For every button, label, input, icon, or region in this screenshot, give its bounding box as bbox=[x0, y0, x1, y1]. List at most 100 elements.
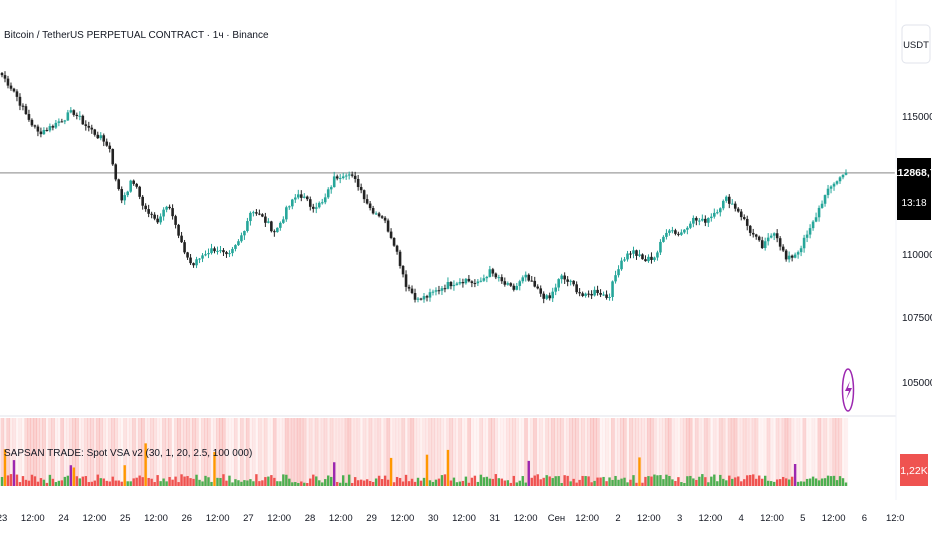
candle-body bbox=[323, 197, 327, 203]
volume-bar bbox=[838, 476, 842, 486]
heat-cell bbox=[422, 418, 427, 486]
heat-cell bbox=[407, 418, 412, 486]
heat-cell bbox=[832, 418, 837, 486]
candle-body bbox=[620, 260, 623, 270]
candle-body bbox=[479, 280, 483, 282]
heat-cell bbox=[230, 418, 235, 486]
heat-cell bbox=[787, 418, 792, 486]
heat-cell bbox=[605, 418, 609, 486]
heat-cell bbox=[536, 418, 540, 486]
volume-bar bbox=[731, 478, 734, 486]
heat-cell bbox=[727, 418, 732, 486]
candle-body bbox=[638, 254, 641, 256]
heat-cell bbox=[652, 418, 657, 486]
heat-cell bbox=[419, 418, 424, 486]
volume-bar bbox=[177, 482, 180, 486]
candle-body bbox=[201, 255, 204, 259]
volume-bar bbox=[288, 478, 291, 486]
candle-body bbox=[772, 233, 776, 236]
heat-cell bbox=[377, 418, 382, 486]
candle-body bbox=[805, 234, 809, 238]
candle-body bbox=[742, 217, 746, 219]
candle-body bbox=[15, 91, 19, 97]
lightning-icon[interactable] bbox=[841, 368, 855, 412]
heat-cell bbox=[694, 418, 699, 486]
candle-body bbox=[808, 228, 812, 235]
heat-cell bbox=[560, 418, 564, 486]
volume-bar bbox=[784, 478, 788, 486]
candle-body bbox=[802, 237, 806, 249]
heat-cell bbox=[233, 418, 238, 486]
time-axis[interactable]: 2312:002412:002512:002612:002712:002812:… bbox=[0, 513, 904, 524]
volume-bar bbox=[315, 476, 318, 486]
volume-bar bbox=[9, 474, 13, 486]
candle-body bbox=[644, 259, 647, 262]
candle-body bbox=[332, 176, 336, 188]
volume-bar bbox=[509, 482, 512, 486]
time-axis-label: 2 bbox=[615, 513, 620, 524]
candle-body bbox=[662, 236, 665, 242]
volume-bar bbox=[578, 479, 581, 486]
heat-cell bbox=[278, 418, 283, 486]
candle-body bbox=[431, 291, 435, 293]
candle-body bbox=[599, 292, 602, 295]
volume-bar bbox=[817, 480, 821, 486]
candle-body bbox=[9, 85, 13, 89]
heat-cell bbox=[664, 418, 669, 486]
candle-body bbox=[736, 208, 740, 212]
volume-bar bbox=[356, 480, 360, 486]
heat-cell bbox=[751, 418, 756, 486]
candle-body bbox=[554, 287, 557, 292]
candle-body bbox=[198, 258, 201, 260]
candle-body bbox=[751, 232, 755, 235]
heat-cell bbox=[620, 418, 624, 486]
volume-bar bbox=[42, 479, 46, 486]
heat-cell bbox=[329, 418, 334, 486]
candle-body bbox=[270, 221, 273, 232]
volume-bar bbox=[401, 481, 405, 486]
heat-cell bbox=[275, 418, 280, 486]
heat-cell bbox=[69, 418, 73, 486]
candle-body bbox=[796, 252, 800, 255]
volume-bar bbox=[153, 482, 156, 486]
candle-body bbox=[659, 241, 662, 253]
volume-bar bbox=[120, 481, 123, 486]
volume-bar bbox=[207, 477, 210, 486]
volume-bar bbox=[174, 476, 177, 486]
heat-cell bbox=[452, 418, 457, 486]
volume-bar bbox=[189, 478, 192, 486]
candle-body bbox=[814, 217, 818, 222]
heat-cell bbox=[799, 418, 804, 486]
candle-body bbox=[216, 250, 219, 252]
candle-body bbox=[605, 294, 608, 298]
heat-cell bbox=[57, 418, 61, 486]
candle-body bbox=[575, 284, 578, 293]
candle-body bbox=[491, 269, 495, 274]
heat-cell bbox=[730, 418, 735, 486]
heat-cell bbox=[147, 418, 151, 486]
heat-cell bbox=[332, 418, 337, 486]
candle-body bbox=[285, 207, 288, 220]
volume-bar bbox=[138, 475, 141, 486]
heat-cell bbox=[195, 418, 199, 486]
volume-bar bbox=[404, 474, 408, 486]
volume-bar bbox=[775, 479, 779, 486]
indicator-title[interactable]: SAPSAN TRADE: Spot VSA v2 (30, 1, 20, 2.… bbox=[4, 448, 252, 459]
candle-body bbox=[294, 197, 297, 200]
volume-bar bbox=[90, 481, 93, 486]
volume-bar bbox=[312, 474, 315, 486]
currency-button[interactable] bbox=[901, 24, 931, 64]
candle-body bbox=[473, 283, 477, 285]
volume-bar bbox=[57, 480, 61, 486]
heat-cell bbox=[389, 418, 394, 486]
volume-bar bbox=[225, 480, 228, 486]
candle-body bbox=[545, 295, 549, 299]
heat-cell bbox=[449, 418, 454, 486]
candle-body bbox=[267, 221, 270, 223]
candle-body bbox=[314, 207, 318, 209]
heat-cell bbox=[581, 418, 585, 486]
candle-body bbox=[572, 280, 575, 285]
volume-bar bbox=[186, 476, 189, 486]
